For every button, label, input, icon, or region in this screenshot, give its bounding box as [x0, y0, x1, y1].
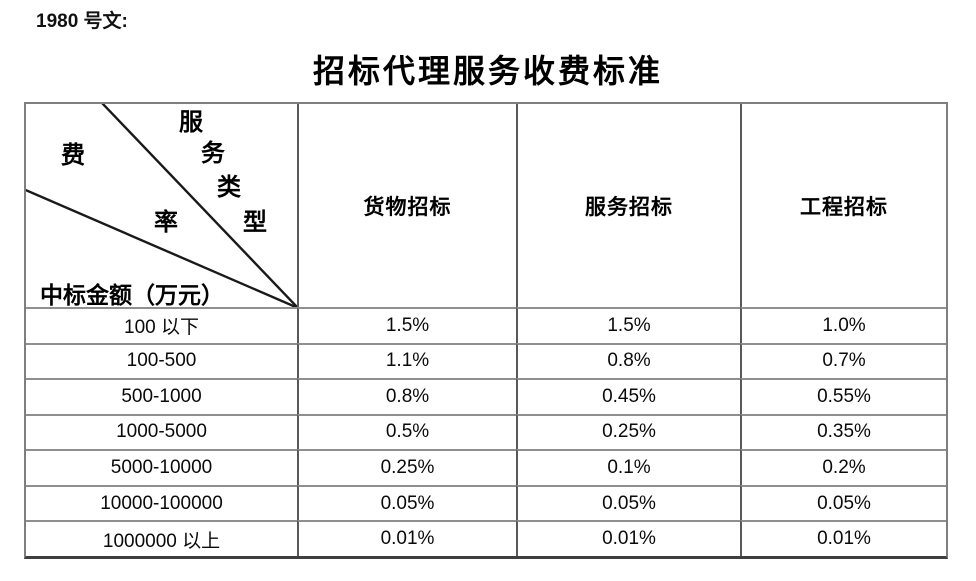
- fee-value-cell: 0.01%: [516, 520, 740, 556]
- fee-value-cell: 0.8%: [516, 342, 740, 379]
- fee-value-cell: 0.5%: [297, 413, 516, 450]
- corner-char-type-1: 服: [179, 110, 203, 136]
- row-label: 5000-10000: [26, 449, 297, 485]
- fee-value-cell: 0.01%: [297, 520, 516, 556]
- corner-header-cell: 费 率 服 务 类 型 中标金额（万元）: [26, 104, 297, 307]
- fee-value-cell: 0.55%: [740, 378, 946, 414]
- fee-value-cell: 0.25%: [516, 413, 740, 450]
- fee-value-cell: 0.2%: [740, 449, 946, 485]
- fee-table: 费 率 服 务 类 型 中标金额（万元） 货物招标 服务招标 工程招标 100 …: [24, 102, 948, 559]
- row-label: 10000-100000: [26, 484, 297, 521]
- fee-value-cell: 1.5%: [297, 307, 516, 343]
- corner-char-type-3: 类: [217, 175, 241, 201]
- fee-value-cell: 1.1%: [297, 342, 516, 379]
- row-label: 1000000 以上: [26, 520, 297, 556]
- doc-number: 1980 号文:: [36, 11, 128, 32]
- fee-value-cell: 1.5%: [516, 307, 740, 343]
- row-label: 1000-5000: [26, 413, 297, 450]
- row-label: 500-1000: [26, 378, 297, 414]
- diagonal-divider-lines: [26, 104, 297, 307]
- corner-char-type-2: 务: [201, 141, 225, 167]
- fee-value-cell: 0.8%: [297, 378, 516, 414]
- fee-value-cell: 0.1%: [516, 449, 740, 485]
- fee-value-cell: 1.0%: [740, 307, 946, 343]
- column-header-service: 服务招标: [516, 104, 740, 307]
- corner-char-fee-1: 费: [61, 143, 85, 169]
- fee-value-cell: 0.01%: [740, 520, 946, 556]
- corner-char-fee-2: 率: [154, 210, 178, 236]
- fee-value-cell: 0.25%: [297, 449, 516, 485]
- fee-value-cell: 0.7%: [740, 342, 946, 379]
- corner-amount-label: 中标金额（万元）: [40, 283, 224, 307]
- page-title: 招标代理服务收费标准: [312, 53, 663, 89]
- fee-value-cell: 0.05%: [297, 484, 516, 521]
- corner-char-type-4: 型: [243, 210, 267, 236]
- column-header-goods: 货物招标: [297, 104, 516, 307]
- fee-value-cell: 0.05%: [740, 484, 946, 521]
- fee-value-cell: 0.35%: [740, 413, 946, 450]
- fee-value-cell: 0.45%: [516, 378, 740, 414]
- column-header-engineering: 工程招标: [740, 104, 946, 307]
- fee-value-cell: 0.05%: [516, 484, 740, 521]
- row-label: 100 以下: [26, 307, 297, 343]
- row-label: 100-500: [26, 342, 297, 379]
